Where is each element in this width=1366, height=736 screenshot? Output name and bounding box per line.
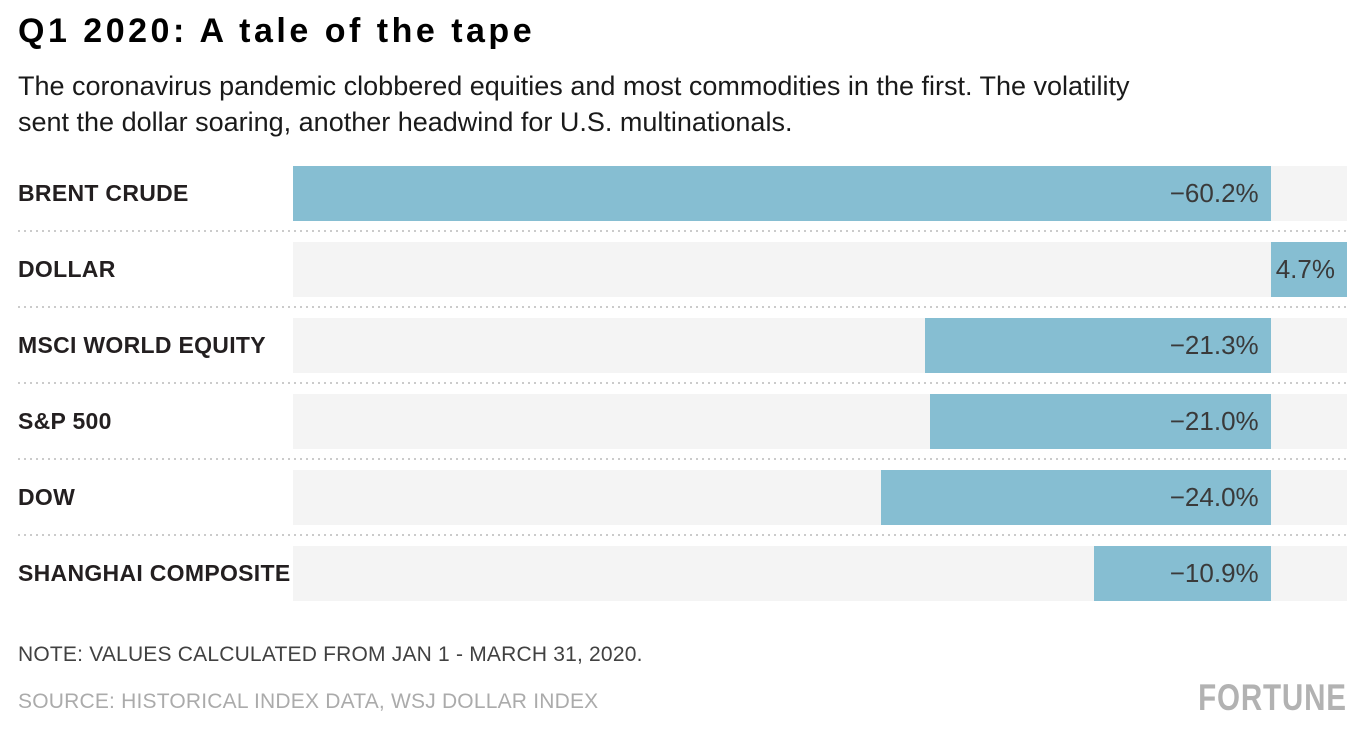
chart-title: Q1 2020: A tale of the tape [18,12,536,50]
bar: −24.0% [880,470,1271,525]
row-separator [18,382,1347,384]
bar: −60.2% [293,166,1271,221]
row-label: DOW [18,484,76,510]
chart-source: SOURCE: HISTORICAL INDEX DATA, WSJ DOLLA… [18,690,599,713]
chart-subtitle: The coronavirus pandemic clobbered equit… [18,71,1130,137]
row-label: S&P 500 [18,408,112,434]
bar-track: −24.0% [293,470,1347,525]
bar-value-label: −60.2% [1169,178,1259,208]
bar: −21.0% [929,394,1271,449]
bar-chart: BRENT CRUDE −60.2% DOLLAR 4.7% MSCI WORL… [18,166,1347,601]
bar-track: −21.3% [293,318,1347,373]
chart-row: SHANGHAI COMPOSITE −10.9% [18,546,1347,601]
bar-value-label: −10.9% [1169,558,1259,588]
row-separator [18,458,1347,460]
row-separator [18,306,1347,308]
bar: −10.9% [1093,546,1271,601]
bar-value-label: −24.0% [1169,482,1259,512]
bar-track: −60.2% [293,166,1347,221]
bar-track: −21.0% [293,394,1347,449]
row-label: DOLLAR [18,256,116,282]
bar: −21.3% [924,318,1271,373]
bar-track: −10.9% [293,546,1347,601]
chart-row: MSCI WORLD EQUITY −21.3% [18,318,1347,373]
row-separator [18,534,1347,536]
row-label: BRENT CRUDE [18,180,189,206]
bar-value-label: −21.0% [1169,406,1259,436]
bar-track: 4.7% [293,242,1347,297]
bar-value-label: 4.7% [1275,254,1335,284]
row-label: MSCI WORLD EQUITY [18,332,266,358]
chart-row: S&P 500 −21.0% [18,394,1347,449]
chart-row: BRENT CRUDE −60.2% [18,166,1347,221]
row-label: SHANGHAI COMPOSITE [18,560,291,586]
bar: 4.7% [1270,242,1347,297]
chart-row: DOLLAR 4.7% [18,242,1347,297]
fortune-logo: FORTUNE [1198,677,1347,718]
chart-note: NOTE: VALUES CALCULATED FROM JAN 1 - MAR… [18,643,643,666]
chart-footer: SOURCE: HISTORICAL INDEX DATA, WSJ DOLLA… [18,677,1347,718]
chart-row: DOW −24.0% [18,470,1347,525]
bar-value-label: −21.3% [1169,330,1259,360]
row-separator [18,230,1347,232]
